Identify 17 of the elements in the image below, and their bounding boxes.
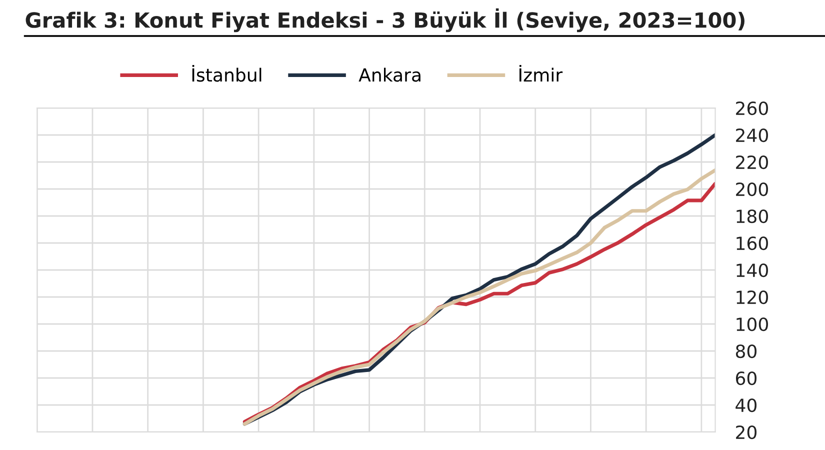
legend-label: İzmir xyxy=(520,65,563,82)
y-tick-label: 220 xyxy=(736,155,768,170)
y-tick-label: 80 xyxy=(736,344,756,358)
y-tick-label: 120 xyxy=(736,290,768,304)
y-tick-label: 200 xyxy=(736,182,768,196)
y-tick-label: 140 xyxy=(736,263,768,278)
y-tick-label: 180 xyxy=(736,209,768,224)
y-tick-label: 240 xyxy=(736,128,768,142)
chart-title: Grafik 3: Konut Fiyat Endeksi - 3 Büyük İl (Seviye, 2023=100) xyxy=(26,8,744,32)
y-tick-label: 160 xyxy=(736,236,768,250)
y-tick-label: 40 xyxy=(736,398,756,412)
legend-label: İstanbul xyxy=(192,65,262,82)
y-tick-label: 60 xyxy=(736,371,756,386)
y-tick-label: 20 xyxy=(736,425,756,440)
y-tick-label: 100 xyxy=(736,317,768,332)
legend-label: Ankara xyxy=(358,68,420,82)
y-tick-label: 260 xyxy=(736,101,768,116)
